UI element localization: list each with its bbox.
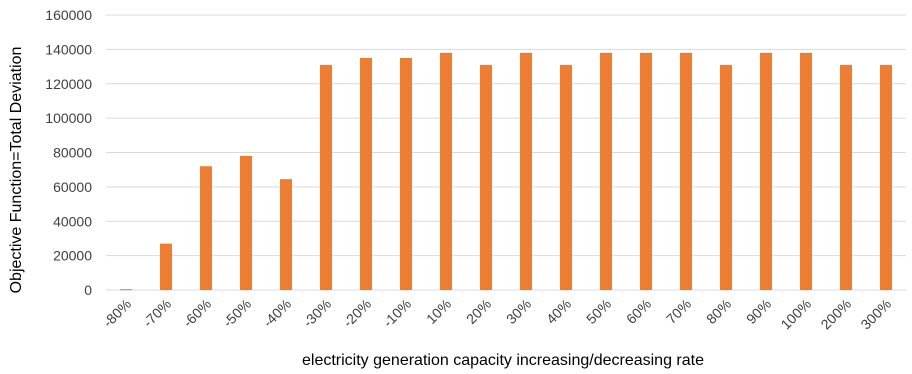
x-tick-label: 100% xyxy=(777,296,814,333)
bar xyxy=(240,155,252,290)
bar xyxy=(560,64,572,290)
y-tick-label: 160000 xyxy=(45,7,92,23)
bar xyxy=(160,243,172,290)
y-tick-label: 60000 xyxy=(53,179,92,195)
bar xyxy=(280,179,292,290)
x-tick-label: -60% xyxy=(180,296,214,330)
x-tick-label: 20% xyxy=(463,296,494,327)
x-tick-label: 60% xyxy=(623,296,654,327)
gridlines xyxy=(106,14,906,291)
bar xyxy=(520,52,532,290)
bar xyxy=(480,64,492,290)
y-tick-label: 100000 xyxy=(45,110,92,126)
bars xyxy=(120,52,892,291)
y-tick-label: 20000 xyxy=(53,248,92,264)
x-tick-label: -50% xyxy=(220,296,254,330)
x-tick-label: 80% xyxy=(703,296,734,327)
y-tick-label: 120000 xyxy=(45,76,92,92)
bar xyxy=(720,64,732,290)
y-tick-label: 80000 xyxy=(53,145,92,161)
x-tick-label: 70% xyxy=(663,296,694,327)
x-tick-label: -70% xyxy=(140,296,174,330)
x-tick-label: 10% xyxy=(423,296,454,327)
x-axis-ticks: -80% -70% -60% -50% -40% -30% -20% -10% 10% 20% 30… xyxy=(100,296,894,333)
x-tick-label: 30% xyxy=(503,296,534,327)
bar xyxy=(400,57,412,290)
bar xyxy=(800,52,812,290)
x-tick-label: 300% xyxy=(857,296,894,333)
bar xyxy=(680,52,692,290)
bar xyxy=(840,64,852,290)
bar xyxy=(640,52,652,290)
bar xyxy=(120,289,132,291)
bar xyxy=(320,64,332,290)
bar xyxy=(600,52,612,290)
x-tick-label: 90% xyxy=(743,296,774,327)
bar xyxy=(200,166,212,290)
y-axis-title: Objective Function=Total Deviation xyxy=(8,47,25,294)
bar xyxy=(760,52,772,290)
x-tick-label: -10% xyxy=(380,296,414,330)
x-tick-label: -20% xyxy=(340,296,374,330)
y-tick-label: 140000 xyxy=(45,41,92,57)
bar xyxy=(360,57,372,290)
bar xyxy=(880,64,892,290)
y-tick-label: 40000 xyxy=(53,213,92,229)
x-tick-label: 50% xyxy=(583,296,614,327)
x-tick-label: -40% xyxy=(260,296,294,330)
x-axis-title: electricity generation capacity increasi… xyxy=(302,352,704,369)
y-axis-ticks: 0 20000 40000 60000 80000 100000 120000 140000 1… xyxy=(45,7,92,298)
bar xyxy=(440,52,452,290)
x-tick-label: -80% xyxy=(100,296,134,330)
x-tick-label: -30% xyxy=(300,296,334,330)
y-tick-label: 0 xyxy=(84,282,92,298)
x-tick-label: 40% xyxy=(543,296,574,327)
x-tick-label: 200% xyxy=(817,296,854,333)
